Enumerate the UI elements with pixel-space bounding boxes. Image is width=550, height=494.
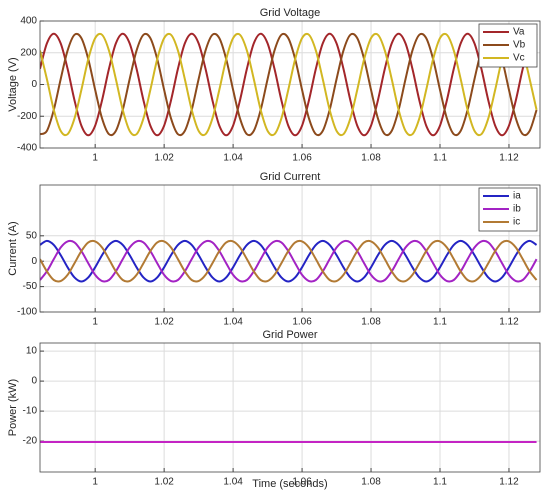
y-tick-label: 200: [20, 47, 37, 58]
y-tick-label: 50: [26, 230, 38, 241]
x-tick-label: 1.02: [154, 477, 174, 488]
legend-label: ic: [513, 217, 520, 228]
series-line: [40, 32, 538, 137]
x-tick-label: 1.06: [292, 477, 312, 488]
x-axis-label: Time (seconds): [252, 478, 327, 490]
x-tick-label: 1.04: [223, 153, 243, 164]
x-tick-label: 1.02: [154, 317, 174, 328]
legend-label: ib: [513, 204, 521, 215]
y-tick-label: -50: [23, 281, 38, 292]
y-tick-label: -200: [17, 111, 37, 122]
x-tick-label: 1: [92, 477, 98, 488]
x-tick-label: 1: [92, 153, 98, 164]
series-line: [40, 32, 538, 137]
legend-label: Va: [513, 27, 525, 38]
y-tick-label: 0: [31, 79, 37, 90]
x-tick-label: 1.08: [361, 477, 381, 488]
x-tick-label: 1.12: [499, 477, 519, 488]
chart-title: Grid Current: [260, 171, 321, 183]
x-tick-label: 1.12: [499, 317, 519, 328]
x-tick-label: 1: [92, 317, 98, 328]
y-axis-label: Voltage (V): [7, 57, 19, 111]
x-tick-label: 1.12: [499, 153, 519, 164]
series-group: [40, 32, 538, 137]
x-tick-label: 1.06: [292, 153, 312, 164]
y-axis-label: Power (kW): [7, 379, 19, 436]
x-tick-label: 1.1: [433, 477, 447, 488]
y-tick-label: 10: [26, 346, 38, 357]
plot-area: [40, 343, 540, 472]
x-tick-label: 1.04: [223, 317, 243, 328]
x-tick-label: 1.1: [433, 153, 447, 164]
x-tick-label: 1.08: [361, 317, 381, 328]
y-tick-label: -400: [17, 143, 37, 154]
x-tick-label: 1.08: [361, 153, 381, 164]
plot-frame: [39, 20, 541, 149]
x-tick-label: 1.02: [154, 153, 174, 164]
series-line: [40, 239, 538, 283]
legend-label: Vb: [513, 40, 526, 51]
y-tick-label: -100: [17, 307, 37, 318]
x-tick-label: 1.04: [223, 477, 243, 488]
chart-title: Grid Voltage: [260, 7, 321, 19]
x-tick-label: 1.1: [433, 317, 447, 328]
legend-label: Vc: [513, 53, 525, 64]
y-tick-label: -10: [23, 406, 38, 417]
y-tick-label: 400: [20, 16, 37, 27]
y-tick-label: -20: [23, 436, 38, 447]
plot-frame: [39, 342, 541, 473]
series-line: [40, 239, 538, 283]
legend-label: ia: [513, 191, 521, 202]
y-axis-label: Current (A): [7, 221, 19, 275]
y-tick-label: 0: [31, 376, 37, 387]
plot-frame: [39, 184, 541, 313]
series-group: [40, 239, 538, 283]
chart-title: Grid Power: [262, 329, 317, 341]
y-tick-label: 0: [31, 256, 37, 267]
x-tick-label: 1.06: [292, 317, 312, 328]
